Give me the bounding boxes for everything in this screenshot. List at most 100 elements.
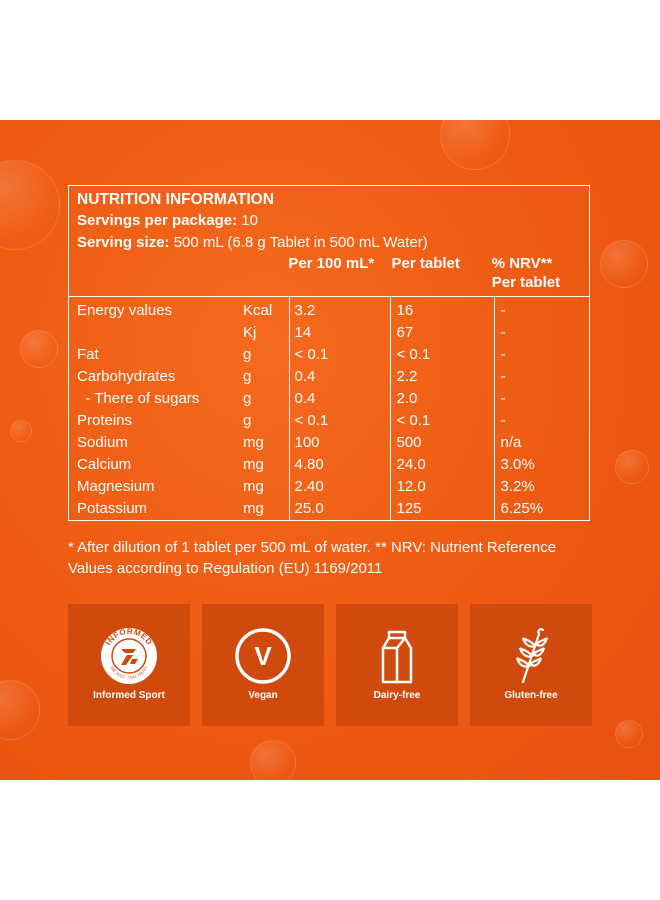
value-nrv: - [493,388,589,410]
servings-value: 10 [237,212,258,229]
water-drop [0,160,60,250]
nutrient-unit: g [243,412,252,429]
badge-row: INFORMED WE TEST · YOU TRUST Informed Sp… [68,604,592,726]
nutrition-row: Calcium mg 4.80 24.0 3.0% [69,454,589,476]
nutrient-unit: Kj [243,324,257,341]
nutrition-row: Potassium mg 25.0 125 6.25% [69,498,589,520]
serving-size-value: 500 mL (6.8 g Tablet in 500 mL Water) [169,234,428,251]
nutrition-row: Fat g < 0.1 < 0.1- [69,344,589,366]
nutrient-unit: mg [243,456,264,473]
nutrient-unit: g [243,390,252,407]
nutrient-name: Carbohydrates [77,368,176,385]
value-nrv: - [493,410,589,432]
nutrient-unit: g [243,368,252,385]
col-per-100ml: Per 100 mL* [288,255,375,272]
col-nrv-sub: Per tablet [491,274,561,291]
water-drop [10,420,32,442]
value-nrv: 6.25% [493,498,589,520]
nutrient-unit: mg [243,434,264,451]
nutrition-row: - There of sugars g 0.4 2.0- [69,388,589,410]
water-drop [250,740,296,780]
nutrient-name: Calcium [77,456,132,473]
badge-informed-sport: INFORMED WE TEST · YOU TRUST Informed Sp… [68,604,190,726]
value-per-100ml: 0.4 [288,366,390,388]
servings-per-package: Servings per package: 10 [77,210,581,232]
water-drop [0,680,40,740]
value-per-100ml: 25.0 [288,498,390,520]
water-drop [615,450,649,484]
nutrition-row: Energy values Kcal 3.2 16- [69,297,589,322]
nutrient-unit: mg [243,478,264,495]
value-per-100ml: 0.4 [288,388,390,410]
value-nrv: - [493,322,589,344]
water-drop [20,330,58,368]
badge-label: Gluten-free [504,690,558,701]
badge-label: Informed Sport [93,690,165,701]
product-panel: NUTRITION INFORMATION Servings per packa… [0,120,660,780]
nutrient-name [69,322,237,344]
nutrient-name: Potassium [77,500,148,517]
value-per-tablet: 2.2 [389,366,494,388]
nutrition-title: NUTRITION INFORMATION [77,191,274,208]
nutrient-name: Fat [77,346,99,363]
nutrition-header: NUTRITION INFORMATION Servings per packa… [69,186,589,297]
badge-vegan: V Vegan [202,604,324,726]
value-per-tablet: 67 [389,322,494,344]
col-nrv: % NRV** Per tablet [492,254,581,292]
value-per-tablet: 500 [389,432,494,454]
vegan-icon: V [235,628,291,684]
nutrient-name: Sodium [77,434,128,451]
nutrition-row: Proteins g < 0.1 < 0.1- [69,410,589,432]
value-per-tablet: 16 [389,297,494,322]
value-nrv: n/a [493,432,589,454]
servings-label: Servings per package: [77,212,238,229]
nutrition-row: Carbohydrates g 0.4 2.2- [69,366,589,388]
badge-label: Vegan [248,690,278,701]
nutrient-name: Proteins [77,412,133,429]
value-nrv: 3.0% [493,454,589,476]
nutrition-row: Sodium mg 100 500 n/a [69,432,589,454]
value-nrv: - [493,297,589,322]
value-nrv: 3.2% [493,476,589,498]
nutrition-rows: Energy values Kcal 3.2 16- Kj 14 67- Fat g < 0.1 <… [69,297,589,520]
nutrient-unit: Kcal [243,302,273,319]
nutrient-unit: g [243,346,252,363]
value-nrv: - [493,366,589,388]
informed-sport-icon: INFORMED WE TEST · YOU TRUST [101,627,157,684]
column-headers: Per 100 mL* Per tablet % NRV** Per table… [77,254,581,292]
value-per-tablet: < 0.1 [389,344,494,366]
value-per-100ml: 3.2 [288,297,390,322]
footnote: * After dilution of 1 tablet per 500 mL … [68,539,557,577]
value-per-tablet: 12.0 [389,476,494,498]
nutrition-row: Kj 14 67- [69,322,589,344]
col-per-tablet: Per tablet [391,255,460,272]
value-per-tablet: 24.0 [389,454,494,476]
serving-size: Serving size: 500 mL (6.8 g Tablet in 50… [77,232,581,254]
value-per-tablet: 2.0 [389,388,494,410]
nutrient-unit: mg [243,500,264,517]
value-per-100ml: 2.40 [288,476,390,498]
vegan-letter: V [254,641,272,671]
water-drop [600,240,648,288]
milk-carton-icon [381,630,413,684]
water-drop [440,120,510,170]
col-nrv-title: % NRV** [491,255,553,272]
value-per-100ml: 100 [288,432,390,454]
badge-dairy-free: Dairy-free [336,604,458,726]
value-per-100ml: < 0.1 [288,344,390,366]
badge-gluten-free: Gluten-free [470,604,592,726]
nutrition-row: Magnesium mg 2.40 12.0 3.2% [69,476,589,498]
value-per-tablet: 125 [389,498,494,520]
nutrient-name: - There of sugars [77,390,200,407]
value-per-100ml: < 0.1 [288,410,390,432]
serving-size-label: Serving size: [77,234,170,251]
nutrition-table: NUTRITION INFORMATION Servings per packa… [68,185,590,521]
wheat-icon [515,628,549,684]
nutrient-name: Energy values [77,302,173,319]
value-per-100ml: 14 [288,322,390,344]
badge-label: Dairy-free [373,690,421,701]
value-per-100ml: 4.80 [288,454,390,476]
value-nrv: - [493,344,589,366]
value-per-tablet: < 0.1 [389,410,494,432]
water-drop [615,720,643,748]
